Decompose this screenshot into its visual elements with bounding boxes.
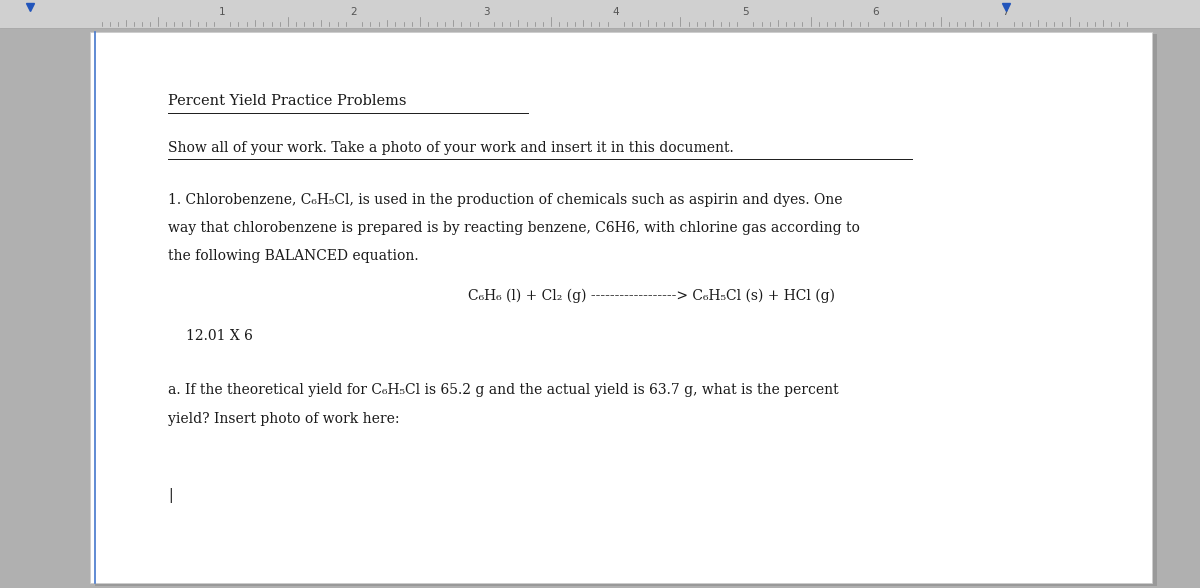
Bar	[90, 32, 1152, 583]
Text: C₆H₆ (l) + Cl₂ (g) ------------------> C₆H₅Cl (s) + HCl (g): C₆H₆ (l) + Cl₂ (g) ------------------> C…	[468, 288, 835, 302]
Text: 4: 4	[612, 6, 619, 17]
Text: 3: 3	[482, 6, 490, 17]
Text: 1. Chlorobenzene, C₆H₅Cl, is used in the production of chemicals such as aspirin: 1. Chlorobenzene, C₆H₅Cl, is used in the…	[168, 193, 842, 207]
Text: 5: 5	[742, 6, 749, 17]
Text: 12.01 X 6: 12.01 X 6	[186, 329, 253, 343]
Bar	[95, 34, 1157, 586]
Text: 1: 1	[218, 6, 226, 17]
Text: the following BALANCED equation.: the following BALANCED equation.	[168, 249, 419, 263]
Text: a. If the theoretical yield for C₆H₅Cl is 65.2 g and the actual yield is 63.7 g,: a. If the theoretical yield for C₆H₅Cl i…	[168, 383, 839, 397]
Text: Show all of your work. Take a photo of your work and insert it in this document.: Show all of your work. Take a photo of y…	[168, 141, 733, 155]
Bar	[0, 0, 1200, 28]
Text: Percent Yield Practice Problems: Percent Yield Practice Problems	[168, 94, 407, 108]
Text: way that chlorobenzene is prepared is by reacting benzene, C6H6, with chlorine g: way that chlorobenzene is prepared is by…	[168, 221, 860, 235]
Text: yield? Insert photo of work here:: yield? Insert photo of work here:	[168, 412, 400, 426]
Text: |: |	[168, 488, 173, 503]
Text: 7: 7	[1002, 6, 1009, 17]
Text: 2: 2	[350, 6, 358, 17]
Text: 6: 6	[872, 6, 880, 17]
